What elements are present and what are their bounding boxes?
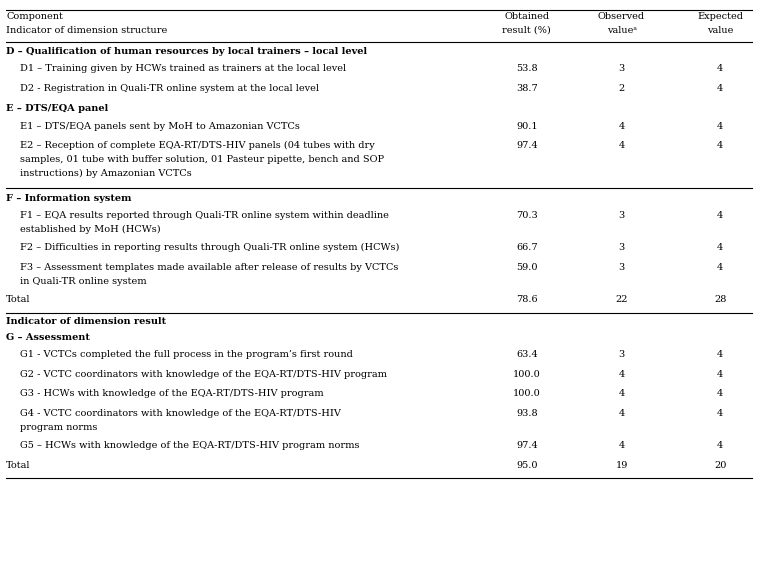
Text: F2 – Difficulties in reporting results through Quali-TR online system (HCWs): F2 – Difficulties in reporting results t…: [20, 243, 399, 252]
Text: G4 - VCTC coordinators with knowledge of the EQA-RT/DTS-HIV: G4 - VCTC coordinators with knowledge of…: [20, 409, 340, 418]
Text: program norms: program norms: [20, 423, 97, 432]
Text: 4: 4: [619, 409, 625, 418]
Text: Total: Total: [6, 460, 30, 470]
Text: G – Assessment: G – Assessment: [6, 333, 90, 342]
Text: F – Information system: F – Information system: [6, 194, 132, 203]
Text: 4: 4: [717, 370, 723, 379]
Text: 22: 22: [615, 295, 628, 304]
Text: F3 – Assessment templates made available after release of results by VCTCs: F3 – Assessment templates made available…: [20, 263, 398, 272]
Text: value: value: [707, 26, 733, 35]
Text: G3 - HCWs with knowledge of the EQA-RT/DTS-HIV program: G3 - HCWs with knowledge of the EQA-RT/D…: [20, 389, 324, 398]
Text: G5 – HCWs with knowledge of the EQA-RT/DTS-HIV program norms: G5 – HCWs with knowledge of the EQA-RT/D…: [20, 441, 359, 450]
Text: 3: 3: [619, 263, 625, 272]
Text: G2 - VCTC coordinators with knowledge of the EQA-RT/DTS-HIV program: G2 - VCTC coordinators with knowledge of…: [20, 370, 387, 379]
Text: 97.4: 97.4: [516, 441, 537, 450]
Text: D2 - Registration in Quali-TR online system at the local level: D2 - Registration in Quali-TR online sys…: [20, 84, 318, 92]
Text: D – Qualification of human resources by local trainers – local level: D – Qualification of human resources by …: [6, 47, 367, 55]
Text: instructions) by Amazonian VCTCs: instructions) by Amazonian VCTCs: [20, 169, 192, 178]
Text: valueᵃ: valueᵃ: [606, 26, 637, 35]
Text: 53.8: 53.8: [516, 64, 537, 73]
Text: Total: Total: [6, 295, 30, 304]
Text: 59.0: 59.0: [516, 263, 537, 272]
Text: 70.3: 70.3: [516, 211, 537, 220]
Text: G1 - VCTCs completed the full process in the program’s first round: G1 - VCTCs completed the full process in…: [20, 350, 352, 359]
Text: 4: 4: [717, 263, 723, 272]
Text: 20: 20: [714, 460, 726, 470]
Text: Obtained: Obtained: [504, 12, 550, 21]
Text: E – DTS/EQA panel: E – DTS/EQA panel: [6, 104, 108, 113]
Text: 66.7: 66.7: [516, 243, 537, 252]
Text: 4: 4: [717, 389, 723, 398]
Text: E2 – Reception of complete EQA-RT/DTS-HIV panels (04 tubes with dry: E2 – Reception of complete EQA-RT/DTS-HI…: [20, 141, 374, 151]
Text: 93.8: 93.8: [516, 409, 537, 418]
Text: E1 – DTS/EQA panels sent by MoH to Amazonian VCTCs: E1 – DTS/EQA panels sent by MoH to Amazo…: [20, 122, 299, 130]
Text: 3: 3: [619, 350, 625, 359]
Text: 4: 4: [619, 441, 625, 450]
Text: samples, 01 tube with buffer solution, 01 Pasteur pipette, bench and SOP: samples, 01 tube with buffer solution, 0…: [20, 155, 384, 164]
Text: 97.4: 97.4: [516, 141, 537, 150]
Text: 78.6: 78.6: [516, 295, 537, 304]
Text: 4: 4: [717, 350, 723, 359]
Text: Component: Component: [6, 12, 63, 21]
Text: 4: 4: [717, 64, 723, 73]
Text: 100.0: 100.0: [513, 370, 540, 379]
Text: 4: 4: [619, 141, 625, 150]
Text: 4: 4: [717, 243, 723, 252]
Text: 4: 4: [717, 141, 723, 150]
Text: in Quali-TR online system: in Quali-TR online system: [20, 276, 146, 286]
Text: 4: 4: [717, 122, 723, 130]
Text: D1 – Training given by HCWs trained as trainers at the local level: D1 – Training given by HCWs trained as t…: [20, 64, 346, 73]
Text: 38.7: 38.7: [516, 84, 537, 92]
Text: 90.1: 90.1: [516, 122, 537, 130]
Text: Expected: Expected: [697, 12, 743, 21]
Text: result (%): result (%): [503, 26, 551, 35]
Text: established by MoH (HCWs): established by MoH (HCWs): [20, 224, 161, 234]
Text: Indicator of dimension result: Indicator of dimension result: [6, 317, 166, 326]
Text: 28: 28: [714, 295, 726, 304]
Text: 4: 4: [717, 211, 723, 220]
Text: 4: 4: [619, 370, 625, 379]
Text: 63.4: 63.4: [516, 350, 537, 359]
Text: Indicator of dimension structure: Indicator of dimension structure: [6, 26, 168, 35]
Text: 3: 3: [619, 243, 625, 252]
Text: 4: 4: [717, 441, 723, 450]
Text: 4: 4: [619, 122, 625, 130]
Text: 4: 4: [717, 409, 723, 418]
Text: 100.0: 100.0: [513, 389, 540, 398]
Text: Observed: Observed: [598, 12, 645, 21]
Text: 19: 19: [615, 460, 628, 470]
Text: 2: 2: [619, 84, 625, 92]
Text: 95.0: 95.0: [516, 460, 537, 470]
Text: F1 – EQA results reported through Quali-TR online system within deadline: F1 – EQA results reported through Quali-…: [20, 211, 389, 220]
Text: 4: 4: [619, 389, 625, 398]
Text: 4: 4: [717, 84, 723, 92]
Text: 3: 3: [619, 64, 625, 73]
Text: 3: 3: [619, 211, 625, 220]
